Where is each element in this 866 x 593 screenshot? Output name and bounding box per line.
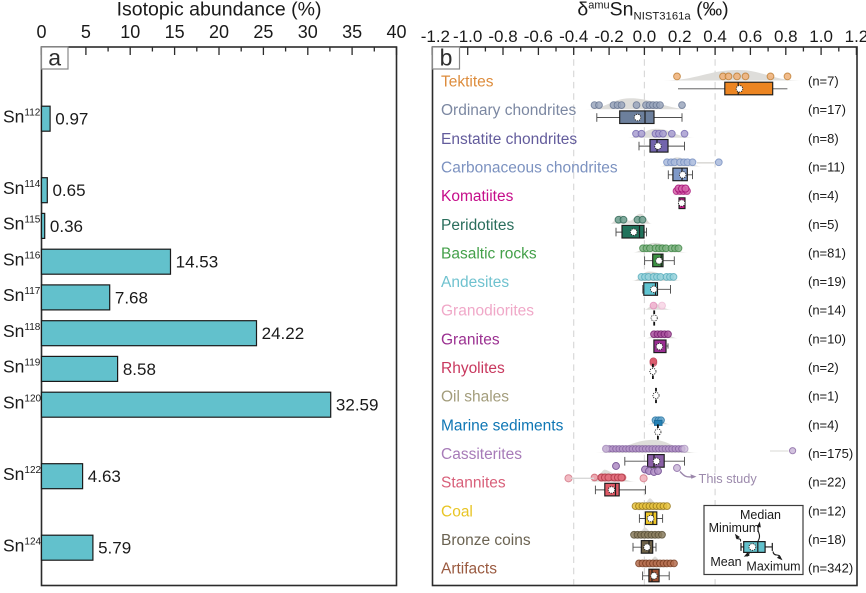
svg-text:Enstatite chondrites: Enstatite chondrites — [441, 131, 577, 148]
svg-text:24.22: 24.22 — [262, 324, 305, 343]
svg-text:35: 35 — [342, 22, 362, 42]
svg-text:(n=4): (n=4) — [808, 417, 839, 432]
svg-text:Median: Median — [740, 508, 781, 522]
svg-text:Isotopic abundance (%): Isotopic abundance (%) — [117, 0, 322, 21]
svg-text:0: 0 — [36, 22, 46, 42]
svg-text:δamuSnNIST3161a (‰): δamuSnNIST3161a (‰) — [577, 0, 728, 23]
svg-text:(n=2): (n=2) — [808, 360, 839, 375]
svg-text:5.79: 5.79 — [98, 539, 131, 558]
svg-text:-1.0: -1.0 — [453, 27, 482, 46]
svg-text:25: 25 — [253, 22, 273, 42]
svg-text:This study: This study — [699, 471, 758, 486]
svg-text:Oil shales: Oil shales — [441, 389, 509, 406]
svg-text:(n=12): (n=12) — [808, 503, 846, 518]
svg-text:-0.4: -0.4 — [559, 27, 588, 46]
svg-text:Carbonaceous chondrites: Carbonaceous chondrites — [441, 159, 618, 176]
svg-text:0.6: 0.6 — [739, 27, 763, 46]
svg-text:-0.8: -0.8 — [488, 27, 517, 46]
svg-text:4.63: 4.63 — [88, 467, 121, 486]
svg-text:1.0: 1.0 — [809, 27, 833, 46]
svg-text:10: 10 — [120, 22, 140, 42]
svg-text:Maximum: Maximum — [746, 560, 800, 574]
svg-text:14.53: 14.53 — [176, 253, 219, 272]
svg-text:Tektites: Tektites — [441, 74, 494, 91]
svg-text:Basaltic rocks: Basaltic rocks — [441, 245, 537, 262]
svg-text:Cassiterites: Cassiterites — [441, 446, 522, 463]
svg-text:-0.6: -0.6 — [524, 27, 553, 46]
svg-text:(n=19): (n=19) — [808, 274, 846, 289]
svg-text:0.2: 0.2 — [668, 27, 692, 46]
svg-text:32.59: 32.59 — [336, 396, 379, 415]
svg-text:Stannites: Stannites — [441, 475, 506, 492]
svg-text:0.36: 0.36 — [50, 217, 83, 236]
svg-text:Artifacts: Artifacts — [441, 561, 497, 578]
svg-text:20: 20 — [209, 22, 229, 42]
svg-text:(n=342): (n=342) — [808, 561, 853, 576]
svg-text:(n=81): (n=81) — [808, 245, 846, 260]
svg-text:(n=5): (n=5) — [808, 217, 839, 232]
svg-text:-1.2: -1.2 — [421, 27, 450, 46]
svg-text:Ordinary chondrites: Ordinary chondrites — [441, 102, 577, 119]
svg-text:1.2: 1.2 — [845, 27, 866, 46]
svg-text:7.68: 7.68 — [115, 288, 148, 307]
svg-text:(n=14): (n=14) — [808, 303, 846, 318]
svg-text:Granodiorites: Granodiorites — [441, 303, 534, 320]
svg-text:30: 30 — [298, 22, 318, 42]
svg-text:Coal: Coal — [441, 503, 473, 520]
svg-text:(n=17): (n=17) — [808, 102, 846, 117]
svg-text:8.58: 8.58 — [123, 360, 156, 379]
svg-text:b: b — [440, 45, 453, 71]
svg-text:0.4: 0.4 — [703, 27, 727, 46]
svg-text:Bronze coins: Bronze coins — [441, 532, 531, 549]
svg-text:(n=8): (n=8) — [808, 131, 839, 146]
svg-text:(n=4): (n=4) — [808, 188, 839, 203]
svg-text:(n=1): (n=1) — [808, 389, 839, 404]
svg-text:0.0: 0.0 — [633, 27, 657, 46]
svg-text:Komatiites: Komatiites — [441, 188, 514, 205]
svg-text:15: 15 — [165, 22, 185, 42]
svg-text:0.65: 0.65 — [52, 181, 85, 200]
svg-text:Mean: Mean — [710, 555, 741, 569]
svg-text:Minimum: Minimum — [709, 521, 760, 535]
svg-text:(n=22): (n=22) — [808, 475, 846, 490]
svg-text:a: a — [48, 45, 61, 71]
svg-text:0.97: 0.97 — [55, 110, 88, 129]
svg-text:(n=10): (n=10) — [808, 331, 846, 346]
svg-text:Marine sediments: Marine sediments — [441, 417, 564, 434]
svg-text:(n=175): (n=175) — [808, 446, 853, 461]
svg-text:0.8: 0.8 — [774, 27, 798, 46]
svg-text:5: 5 — [81, 22, 91, 42]
svg-text:40: 40 — [386, 22, 406, 42]
svg-text:(n=7): (n=7) — [808, 74, 839, 89]
svg-text:Rhyolites: Rhyolites — [441, 360, 505, 377]
svg-text:Andesites: Andesites — [441, 274, 509, 291]
svg-text:-0.2: -0.2 — [594, 27, 623, 46]
svg-text:Peridotites: Peridotites — [441, 217, 514, 234]
svg-text:Granites: Granites — [441, 331, 500, 348]
svg-text:(n=11): (n=11) — [808, 159, 845, 174]
svg-text:(n=18): (n=18) — [808, 532, 846, 547]
